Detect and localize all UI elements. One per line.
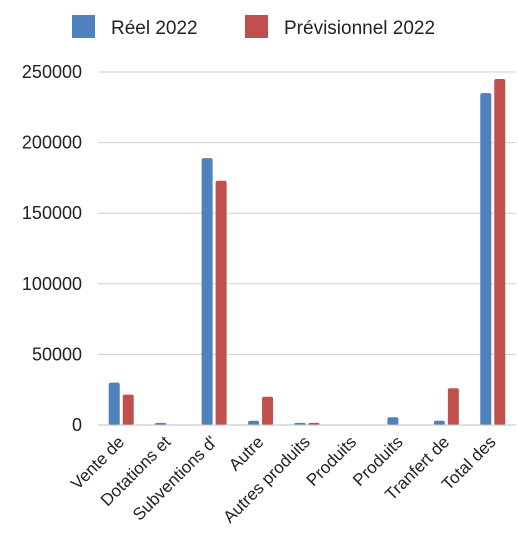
bar-previsionnel-8	[494, 79, 506, 425]
x-tick-label: Produits	[303, 432, 361, 490]
bar-reel-7	[433, 420, 445, 425]
bar-previsionnel-0	[122, 394, 134, 425]
bar-previsionnel-3	[262, 396, 274, 425]
bar-reel-4	[294, 422, 306, 425]
bar-reel-1	[155, 422, 167, 425]
y-tick-label: 200000	[22, 133, 82, 153]
bar-previsionnel-2	[215, 180, 227, 425]
y-tick-label: 0	[72, 415, 82, 435]
bar-reel-6	[387, 417, 399, 425]
bar-reel-0	[108, 382, 120, 425]
bar-reel-8	[480, 93, 492, 426]
legend-label: Réel 2022	[111, 18, 198, 39]
bar-previsionnel-7	[447, 388, 459, 425]
legend-swatch	[245, 15, 268, 38]
x-tick-label: Autre	[225, 432, 267, 474]
y-tick-label: 150000	[22, 203, 82, 223]
legend-label: Prévisionnel 2022	[284, 18, 435, 39]
bar-previsionnel-4	[308, 422, 320, 425]
gridlines	[98, 71, 516, 355]
legend-swatch	[72, 15, 95, 38]
y-axis: 0 50000 100000 150000 200000 250000	[22, 62, 82, 435]
bar-reel-2	[201, 158, 213, 425]
x-tick-label: Autres produits	[220, 432, 314, 526]
y-tick-label: 250000	[22, 62, 82, 82]
y-tick-label: 50000	[32, 344, 82, 364]
bars	[108, 79, 506, 426]
legend: Réel 2022 Prévisionnel 2022	[72, 15, 435, 39]
bar-reel-3	[248, 420, 260, 425]
y-tick-label: 100000	[22, 274, 82, 294]
x-tick-label: Subventions d'	[129, 432, 221, 524]
